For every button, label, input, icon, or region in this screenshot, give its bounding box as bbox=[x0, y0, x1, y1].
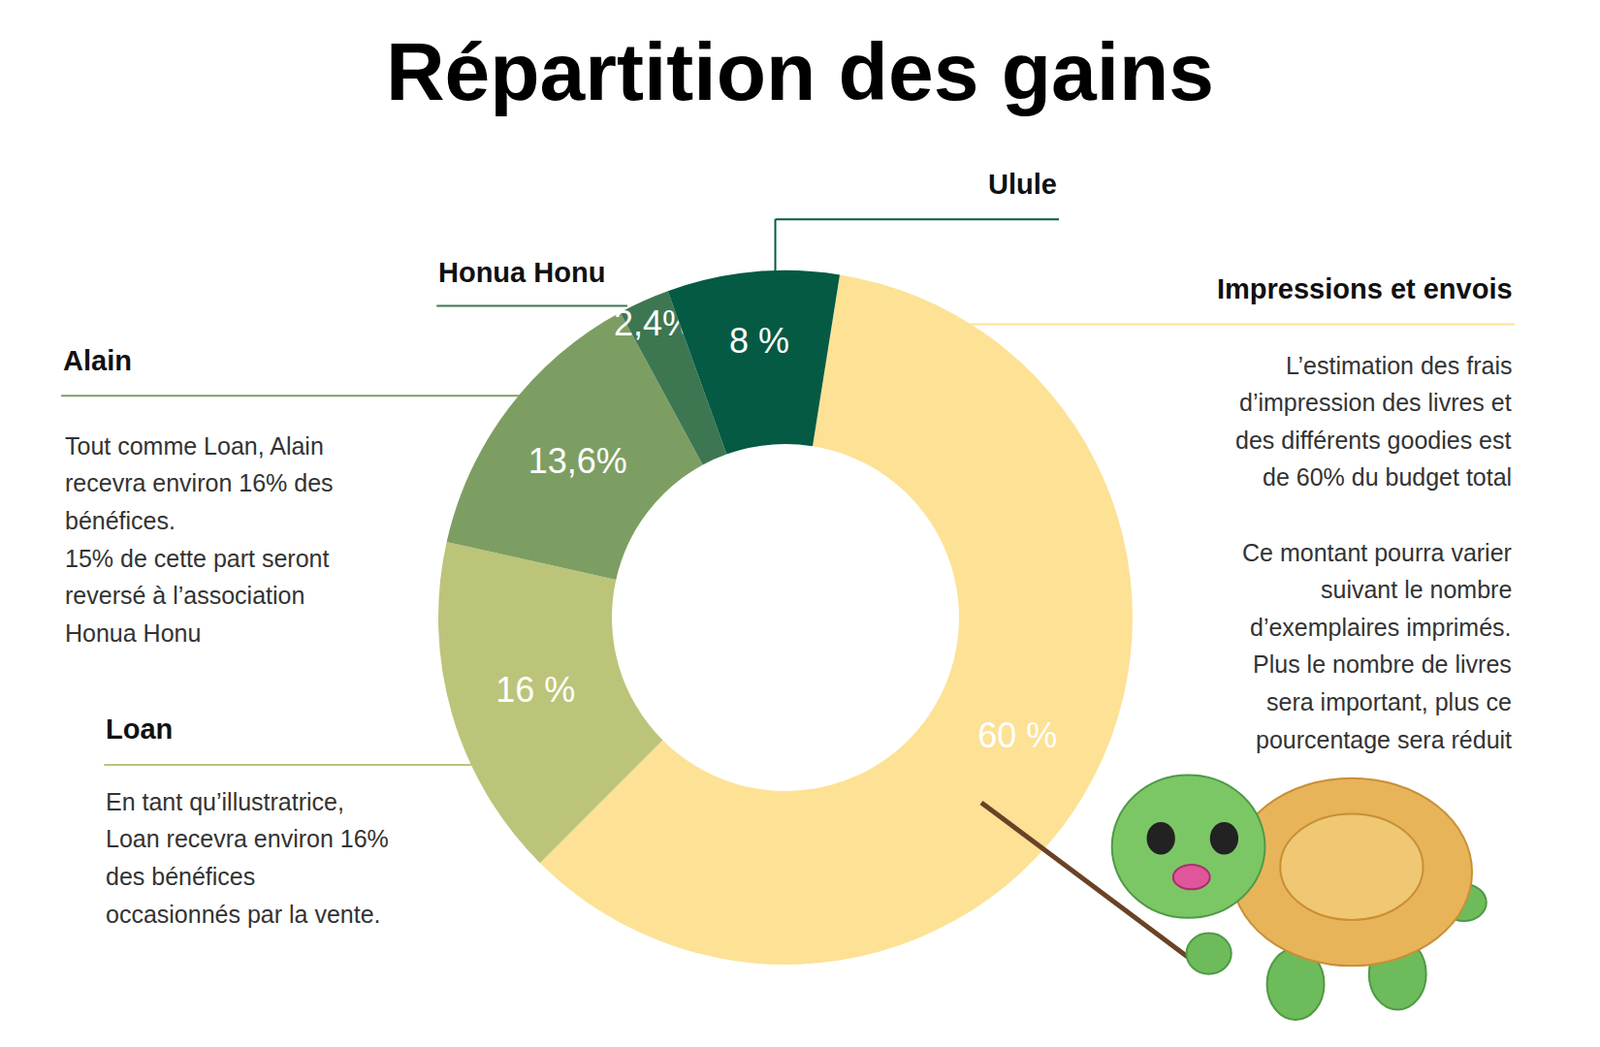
svg-text:d’impression des livres et: d’impression des livres et bbox=[1239, 388, 1512, 416]
svg-text:Impressions et envois: Impressions et envois bbox=[1216, 273, 1513, 305]
svg-text:de 60% du budget total: de 60% du budget total bbox=[1262, 463, 1512, 491]
svg-text:2,4%: 2,4% bbox=[613, 303, 694, 343]
svg-text:pourcentage sera réduit: pourcentage sera réduit bbox=[1255, 726, 1512, 754]
svg-text:bénéfices.: bénéfices. bbox=[64, 507, 176, 535]
svg-text:Loan recevra environ 16%: Loan recevra environ 16% bbox=[105, 825, 389, 853]
svg-text:Plus le nombre de livres: Plus le nombre de livres bbox=[1252, 650, 1512, 678]
svg-text:Honua Honu: Honua Honu bbox=[64, 619, 201, 647]
svg-text:Alain: Alain bbox=[63, 345, 132, 377]
svg-text:Honua Honu: Honua Honu bbox=[438, 256, 606, 288]
svg-text:8 %: 8 % bbox=[729, 320, 790, 361]
svg-text:60 %: 60 % bbox=[977, 715, 1057, 756]
svg-text:16 %: 16 % bbox=[495, 670, 576, 710]
svg-text:suivant le nombre: suivant le nombre bbox=[1320, 576, 1512, 604]
svg-text:d’exemplaires imprimés.: d’exemplaires imprimés. bbox=[1249, 613, 1512, 641]
svg-text:Tout comme Loan, Alain: Tout comme Loan, Alain bbox=[64, 432, 324, 460]
svg-text:L’estimation des frais: L’estimation des frais bbox=[1285, 352, 1512, 380]
svg-text:Répartition des gains: Répartition des gains bbox=[385, 26, 1215, 118]
svg-text:Ulule: Ulule bbox=[988, 168, 1057, 200]
svg-text:13,6%: 13,6% bbox=[528, 441, 628, 481]
svg-text:occasionnés par la vente.: occasionnés par la vente. bbox=[105, 900, 382, 928]
svg-text:sera important, plus ce: sera important, plus ce bbox=[1266, 688, 1512, 716]
svg-text:Ce montant pourra varier: Ce montant pourra varier bbox=[1242, 539, 1512, 567]
svg-text:15% de cette part seront: 15% de cette part seront bbox=[64, 544, 329, 573]
svg-text:des bénéfices: des bénéfices bbox=[105, 863, 256, 891]
svg-text:reversé à l’association: reversé à l’association bbox=[64, 581, 305, 609]
svg-text:des différents goodies est: des différents goodies est bbox=[1235, 426, 1512, 454]
svg-text:Loan: Loan bbox=[105, 713, 173, 745]
svg-text:recevra environ 16% des: recevra environ 16% des bbox=[64, 469, 334, 497]
svg-text:En tant qu’illustratrice,: En tant qu’illustratrice, bbox=[105, 788, 345, 816]
